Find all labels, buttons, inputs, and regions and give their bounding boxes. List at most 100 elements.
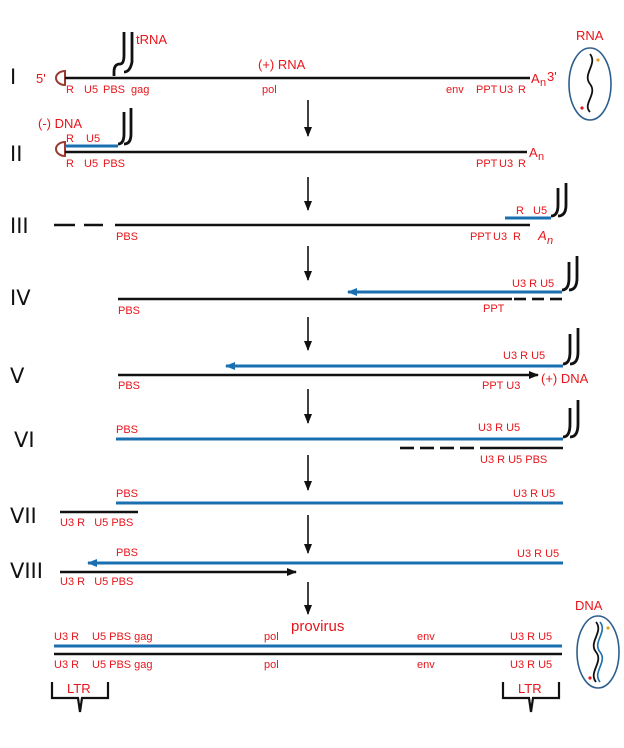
segment-label: PPT bbox=[476, 84, 498, 96]
step-numeral: II bbox=[10, 142, 22, 166]
cap-icon bbox=[55, 140, 66, 158]
step-5: U3 R U5 (+) DNA PBS PPT U3 bbox=[118, 328, 589, 392]
five-prime-label: 5' bbox=[36, 71, 46, 86]
segment-label: pol bbox=[262, 84, 277, 96]
segment-label: R bbox=[66, 158, 74, 170]
step-numeral: VI bbox=[14, 428, 35, 452]
step-3: R U5 PBS PPT U3 R A n bbox=[54, 183, 568, 247]
ltr-label: LTR bbox=[67, 681, 91, 696]
step-4: U3 R U5 PBS PPT bbox=[118, 256, 579, 317]
segment-label: PBS bbox=[116, 547, 138, 559]
segment-label: U3 R U5 bbox=[478, 422, 520, 434]
provirus-title: provirus bbox=[291, 618, 344, 635]
segment-label: env bbox=[446, 84, 464, 96]
segment-label: U5 PBS gag bbox=[92, 659, 153, 671]
trna-icon bbox=[562, 408, 572, 439]
segment-label: U3 R bbox=[54, 631, 79, 643]
step-6: PBS U3 R U5 U3 R U5 PBS bbox=[116, 400, 580, 466]
segment-label: U5 PBS gag bbox=[92, 631, 153, 643]
segment-label: U3 bbox=[499, 84, 513, 96]
segment-label: U5 bbox=[533, 205, 547, 217]
step-numeral: IV bbox=[10, 286, 31, 310]
segment-label: PBS bbox=[103, 158, 125, 170]
segment-label: R bbox=[66, 84, 74, 96]
virion-rna-icon: RNA bbox=[568, 28, 612, 121]
poly-a-subscript: n bbox=[538, 151, 544, 163]
poly-a-label: A bbox=[537, 228, 547, 243]
segment-label: U3 R U5 PBS bbox=[60, 576, 133, 588]
trna-icon bbox=[569, 400, 580, 439]
plus-dna-label: (+) DNA bbox=[541, 371, 589, 386]
trna-icon bbox=[562, 334, 572, 366]
segment-label: U3 R U5 bbox=[510, 631, 552, 643]
segment-label: U3 bbox=[499, 158, 513, 170]
segment-label: U5 bbox=[86, 133, 100, 145]
segment-label: PBS bbox=[116, 488, 138, 500]
step-1: tRNA 5' (+) RNA A n 3' R U5 PBS gag pol … bbox=[36, 32, 557, 96]
ltr-brace-icon bbox=[501, 682, 561, 713]
segment-label: R bbox=[518, 84, 526, 96]
segment-label: U3 R U5 PBS bbox=[60, 517, 133, 529]
step-numerals: I II III IV V VI VII VIII bbox=[10, 65, 43, 583]
step-2: (-) DNA R U5 A n R U5 PBS PPT U3 R bbox=[38, 108, 544, 170]
step-numeral: VIII bbox=[10, 559, 43, 583]
step-7: PBS U3 R U5 U3 R U5 PBS bbox=[60, 488, 563, 529]
poly-a-label: A bbox=[531, 71, 540, 86]
virion-dna-label: DNA bbox=[575, 598, 603, 613]
segment-label: PPT bbox=[476, 158, 498, 170]
segment-label: U3 bbox=[493, 231, 507, 243]
poly-a-subscript: n bbox=[547, 235, 553, 247]
trna-icon bbox=[117, 112, 126, 146]
step-numeral: I bbox=[10, 65, 16, 89]
segment-label: R bbox=[516, 205, 524, 217]
segment-label: env bbox=[417, 631, 435, 643]
segment-label: U5 bbox=[84, 158, 98, 170]
segment-label: U3 R U5 bbox=[517, 548, 559, 560]
trna-icon bbox=[112, 32, 126, 76]
segment-label: PBS bbox=[116, 231, 138, 243]
segment-label: PBS bbox=[116, 424, 138, 436]
segment-label: U3 R U5 bbox=[503, 350, 545, 362]
segment-label: PBS bbox=[103, 84, 125, 96]
segment-label: U3 R U5 bbox=[510, 659, 552, 671]
segment-label: R bbox=[513, 231, 521, 243]
segment-label: PPT U3 bbox=[482, 380, 520, 392]
segment-label: PPT bbox=[483, 303, 505, 315]
virion-dna-icon: DNA bbox=[575, 598, 620, 689]
trna-icon bbox=[123, 32, 134, 74]
trna-icon bbox=[550, 188, 560, 218]
segment-label: U3 R U5 PBS bbox=[480, 454, 547, 466]
poly-a-subscript: n bbox=[540, 77, 546, 89]
segment-label: R bbox=[66, 133, 74, 145]
trna-icon bbox=[557, 183, 568, 218]
segment-label: PPT bbox=[470, 231, 492, 243]
segment-label: PBS bbox=[118, 305, 140, 317]
segment-label: U3 R U5 bbox=[513, 488, 555, 500]
step-numeral: VII bbox=[10, 504, 37, 528]
segment-label: pol bbox=[264, 631, 279, 643]
virion-rna-label: RNA bbox=[576, 28, 604, 43]
segment-label: pol bbox=[264, 659, 279, 671]
three-prime-label: 3' bbox=[547, 69, 557, 84]
trna-icon bbox=[569, 328, 580, 366]
trna-icon bbox=[561, 262, 571, 292]
plus-rna-label: (+) RNA bbox=[258, 57, 306, 72]
ltr-label: LTR bbox=[518, 681, 542, 696]
segment-label: PBS bbox=[118, 380, 140, 392]
trna-icon bbox=[568, 256, 579, 292]
ltr-brace-icon bbox=[50, 682, 110, 713]
segment-label: U3 R U5 bbox=[512, 278, 554, 290]
segment-label: R bbox=[518, 158, 526, 170]
trna-icon bbox=[123, 108, 133, 146]
step-numeral: V bbox=[10, 364, 25, 388]
segment-label: U3 R bbox=[54, 659, 79, 671]
minus-dna-label: (-) DNA bbox=[38, 116, 82, 131]
segment-label: U5 bbox=[84, 84, 98, 96]
segment-label: env bbox=[417, 659, 435, 671]
step-8: PBS U3 R U5 U3 R U5 PBS bbox=[60, 547, 563, 588]
step-numeral: III bbox=[10, 214, 29, 238]
provirus: provirus U3 R U5 PBS gag pol env U3 R U5… bbox=[50, 618, 562, 713]
trna-label: tRNA bbox=[136, 32, 167, 47]
poly-a-label: A bbox=[529, 145, 538, 160]
